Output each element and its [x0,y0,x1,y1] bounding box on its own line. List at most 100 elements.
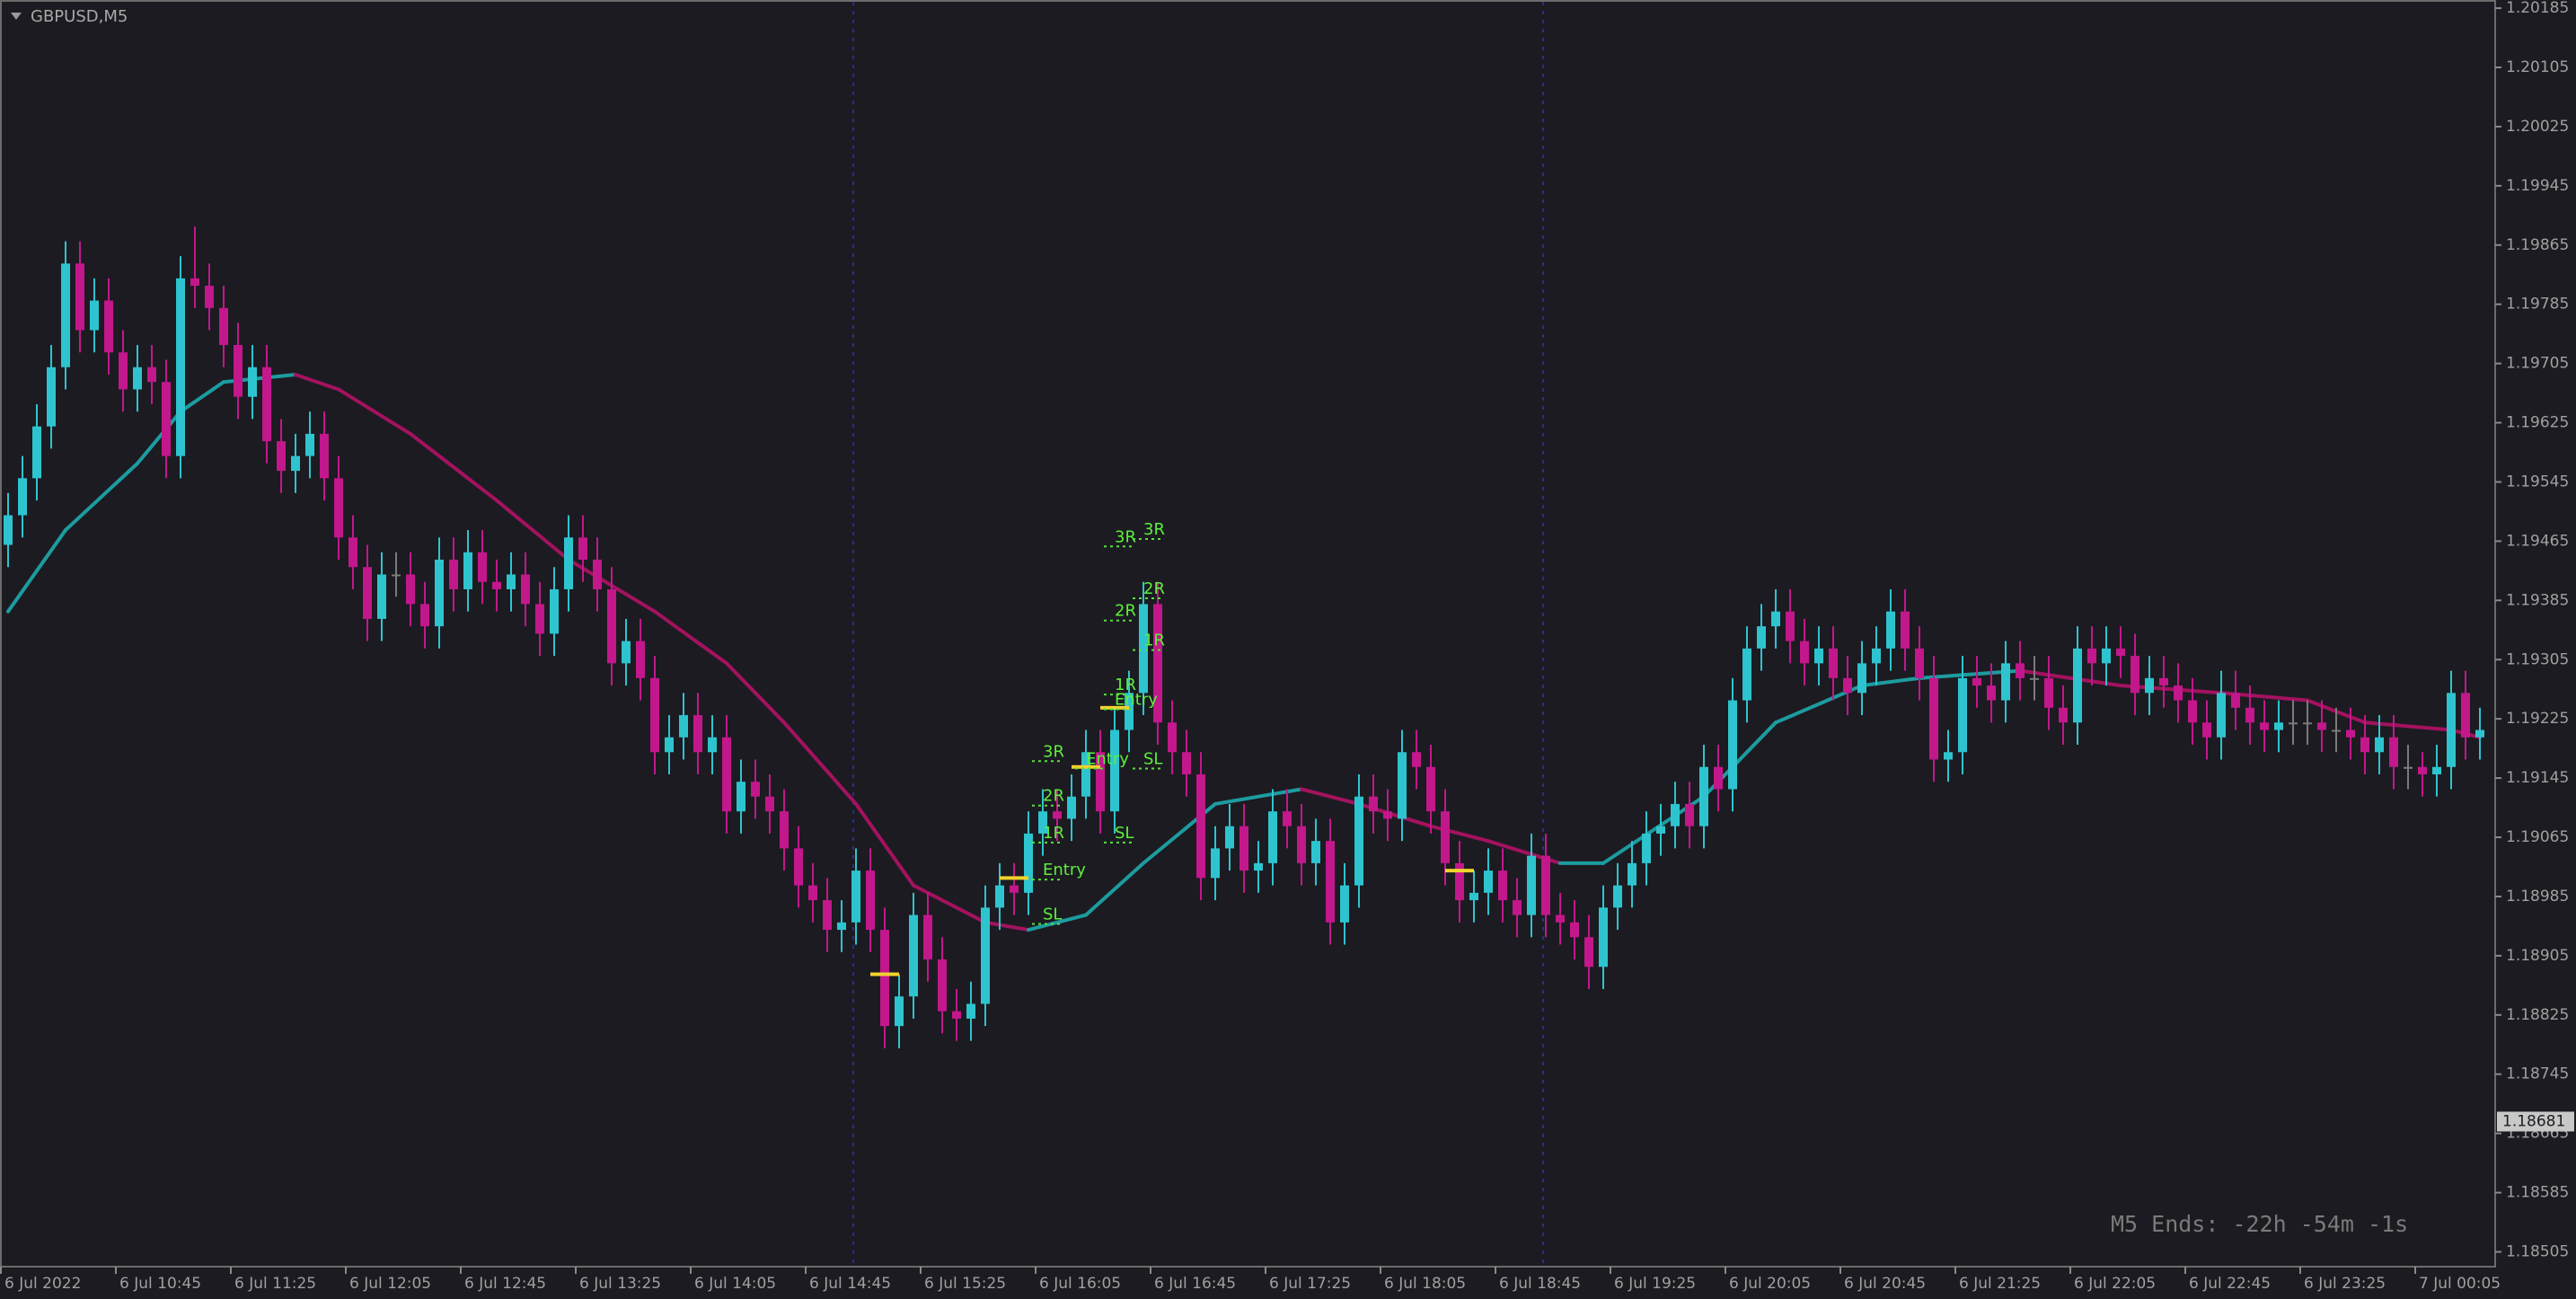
x-tick-label: 6 Jul 19:25 [1614,1275,1696,1293]
candle-body [1125,693,1134,730]
level-label: 3R [1115,527,1136,546]
moving-average [854,801,915,888]
candle-body [1354,796,1363,886]
candle-body [1556,915,1565,923]
candle-body [1369,796,1378,812]
candle-body [18,478,27,516]
y-tick-label: 1.19545 [2506,473,2569,490]
candle-body [1742,648,1751,701]
candle-body [550,588,559,634]
candle-body [2030,677,2039,680]
candle-body [1857,663,1866,694]
candle-body [1283,811,1292,826]
candle-body [1915,648,1924,678]
candle-body [981,907,990,1004]
moving-average [725,661,786,725]
candle-body [1311,841,1320,863]
candle-body [2188,700,2197,723]
moving-average [1300,787,1361,806]
candle-body [665,737,674,753]
candle-body [1182,752,1191,774]
y-tick-label: 1.19785 [2506,296,2569,314]
moving-average [2018,668,2122,688]
candle-body [622,641,631,664]
candle-body [190,278,199,287]
candle-body [794,848,803,886]
candle-body [2245,707,2254,723]
candle-body [923,915,932,960]
candle-body [751,782,760,797]
y-tick-label: 1.19465 [2506,532,2569,550]
candle-body [406,574,415,605]
candle-body [2447,693,2456,767]
moving-average [782,720,858,806]
y-tick-label: 1.20025 [2506,118,2569,136]
x-tick-label: 6 Jul 14:45 [809,1275,891,1293]
candle-body [133,367,142,390]
candle-body [1527,855,1536,915]
level-label: SL [1143,750,1162,769]
candle-body [1096,752,1105,812]
x-tick-label: 6 Jul 11:25 [234,1275,316,1293]
candle-body [248,367,257,397]
candle-body [2303,722,2312,725]
candle-body [1053,811,1062,819]
candle-body [507,574,516,589]
candle-body [176,278,185,456]
candle-body [1800,641,1809,664]
candle-body [1110,729,1119,812]
candle-body [2016,663,2025,678]
candle-body [162,382,171,456]
x-tick-label: 6 Jul 14:05 [694,1275,776,1293]
candle-body [2001,663,2010,701]
candle-body [2418,766,2427,774]
y-tick-label: 1.19225 [2506,710,2569,728]
candle-body [1599,907,1608,968]
candle-body [47,367,56,427]
level-label: 1R [1143,632,1165,650]
x-tick-label: 6 Jul 21:25 [1959,1275,2041,1293]
candle-body [2274,722,2283,730]
candle-body [1153,604,1162,723]
candle-body [4,515,13,545]
level-label: Entry [1043,861,1086,879]
y-tick-label: 1.19145 [2506,769,2569,787]
moving-average [6,528,67,614]
moving-average [984,920,1030,932]
candle-body [1958,677,1967,753]
candle-body [995,885,1004,908]
candle-body [478,552,487,582]
level-label: 3R [1143,520,1165,539]
candle-body [866,870,875,931]
x-tick-label: 6 Jul 12:45 [464,1275,546,1293]
candle-body [2059,707,2068,723]
candle-body [1671,803,1680,826]
moving-average [1429,824,1490,844]
candle-body [2130,656,2139,694]
x-tick-label: 6 Jul 10:45 [119,1275,201,1293]
candle-body [320,433,329,479]
x-tick-label: 6 Jul 20:05 [1729,1275,1811,1293]
candle-body [32,426,41,479]
candle-body [2346,729,2355,738]
candle-body [535,604,544,634]
candle-body [636,641,645,678]
level-label: Entry [1086,750,1129,769]
y-tick-label: 1.19865 [2506,236,2569,254]
candle-body [205,286,214,308]
candle-body [952,1011,961,1019]
candle-body [1441,811,1450,863]
candle-body [492,581,501,589]
candle-body [895,996,904,1027]
candle-body [1383,811,1392,819]
menu-arrow[interactable] [11,13,22,20]
candle-body [2102,648,2111,664]
candle-body [377,574,386,619]
candle-body [219,307,228,346]
candle-body [305,433,314,456]
candle-body [2159,677,2168,686]
candle-body [392,574,401,577]
x-tick-label: 6 Jul 18:05 [1384,1275,1466,1293]
candle-body [363,567,372,619]
